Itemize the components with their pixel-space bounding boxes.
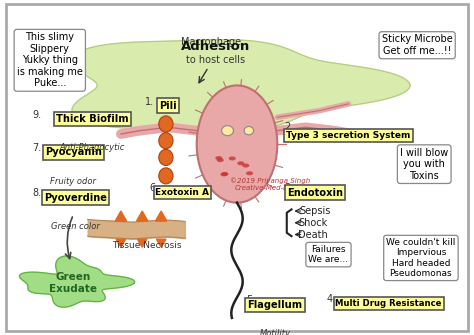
Text: Death: Death <box>298 229 328 240</box>
Ellipse shape <box>244 127 254 135</box>
Text: Multi Drug Resistance: Multi Drug Resistance <box>336 299 442 308</box>
Text: Motility: Motility <box>259 329 291 335</box>
Polygon shape <box>19 256 135 307</box>
Polygon shape <box>137 211 148 221</box>
Text: Adhesion: Adhesion <box>181 41 250 53</box>
Text: Pyoverdine: Pyoverdine <box>45 193 107 203</box>
Text: 3.: 3. <box>284 183 293 193</box>
Ellipse shape <box>217 158 224 162</box>
Ellipse shape <box>159 168 173 184</box>
Text: I will blow
you with
Toxins: I will blow you with Toxins <box>400 147 448 181</box>
Text: Fruity odor: Fruity odor <box>50 177 97 186</box>
Ellipse shape <box>237 161 245 165</box>
Text: 4.: 4. <box>327 294 336 304</box>
Text: ©2019 Priyanga Singh
Creative-Med-Doses: ©2019 Priyanga Singh Creative-Med-Doses <box>230 178 310 191</box>
Ellipse shape <box>159 116 173 132</box>
Text: Sticky Microbe
Get off me...!!: Sticky Microbe Get off me...!! <box>382 35 453 56</box>
Ellipse shape <box>220 173 228 177</box>
Text: Pyocyanin: Pyocyanin <box>45 147 102 157</box>
Text: 8.: 8. <box>32 188 41 198</box>
Text: Macrophage: Macrophage <box>181 37 241 47</box>
Text: 2.: 2. <box>284 122 294 132</box>
Text: Tissue Necrosis: Tissue Necrosis <box>112 241 182 250</box>
Text: 7.: 7. <box>32 143 42 153</box>
Text: Flagellum: Flagellum <box>247 300 302 310</box>
Ellipse shape <box>221 126 233 136</box>
Text: We couldn't kill
Impervious
Hard headed
Pseudomonas: We couldn't kill Impervious Hard headed … <box>386 238 456 278</box>
Polygon shape <box>72 40 410 131</box>
Text: This slimy
Slippery
Yukky thing
is making me
Puke...: This slimy Slippery Yukky thing is makin… <box>17 32 82 88</box>
Text: 1.: 1. <box>145 97 154 107</box>
Text: Type 3 secretion System: Type 3 secretion System <box>286 131 410 140</box>
Ellipse shape <box>215 156 222 160</box>
Text: Pili: Pili <box>159 100 177 111</box>
Ellipse shape <box>159 133 173 149</box>
Polygon shape <box>156 239 166 247</box>
Polygon shape <box>116 239 126 247</box>
Text: to host cells: to host cells <box>186 55 245 65</box>
Ellipse shape <box>159 149 173 165</box>
Text: Green color: Green color <box>51 222 100 231</box>
Ellipse shape <box>197 85 277 203</box>
Ellipse shape <box>228 156 236 160</box>
FancyBboxPatch shape <box>6 4 468 331</box>
Text: Exotoxin A: Exotoxin A <box>155 188 210 197</box>
Text: Endotoxin: Endotoxin <box>287 188 343 198</box>
Ellipse shape <box>242 163 249 168</box>
Text: Shock: Shock <box>298 218 328 228</box>
Polygon shape <box>155 211 167 221</box>
Text: 5.: 5. <box>246 295 256 305</box>
Polygon shape <box>137 239 147 247</box>
Text: Green
Exudate: Green Exudate <box>49 272 98 294</box>
Text: Sepsis: Sepsis <box>300 206 331 216</box>
Text: 9.: 9. <box>32 110 41 120</box>
Text: Thick Biofilm: Thick Biofilm <box>56 114 129 124</box>
Polygon shape <box>115 211 127 221</box>
Ellipse shape <box>246 171 253 175</box>
Ellipse shape <box>221 172 228 176</box>
Text: Failures
We are...: Failures We are... <box>309 245 348 264</box>
Text: Anti-Phagocytic: Anti-Phagocytic <box>60 143 125 152</box>
Text: 6.: 6. <box>149 183 158 193</box>
